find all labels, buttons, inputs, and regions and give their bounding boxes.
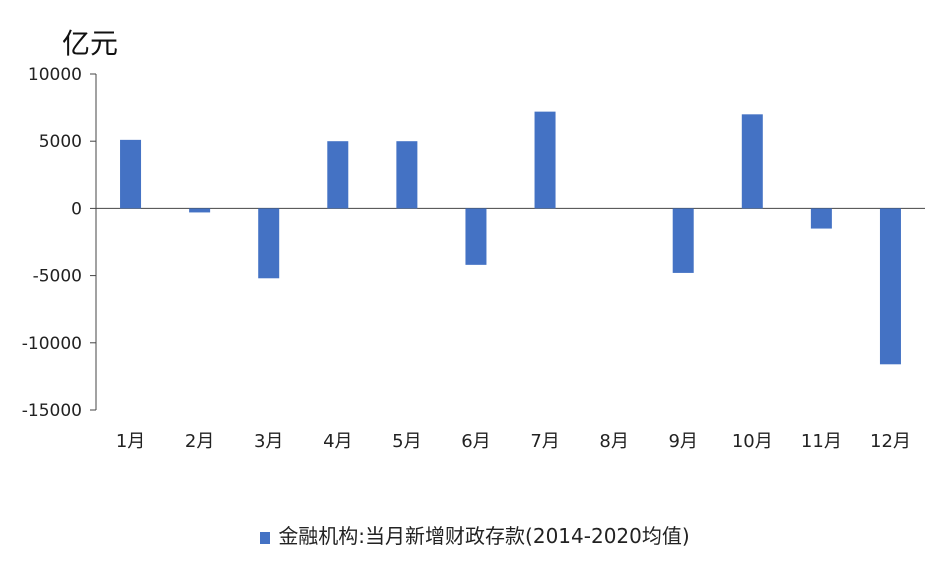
x-tick-label: 6月: [461, 431, 490, 452]
bar: [189, 208, 211, 213]
bar: [120, 139, 142, 209]
x-tick-label: 1月: [116, 431, 145, 452]
bar: [741, 114, 763, 209]
x-tick-label: 3月: [254, 431, 283, 452]
x-tick-label: 7月: [530, 431, 559, 452]
x-tick-label: 5月: [392, 431, 421, 452]
bar: [879, 208, 901, 365]
legend: 金融机构:当月新增财政存款(2014-2020均值): [0, 520, 950, 549]
legend-label: 金融机构:当月新增财政存款(2014-2020均值): [278, 524, 690, 548]
bar: [258, 208, 280, 279]
y-tick-label: -15000: [22, 401, 82, 421]
y-tick-label: 0: [71, 199, 82, 219]
y-tick-label: 10000: [28, 65, 82, 85]
x-tick-label: 4月: [323, 431, 352, 452]
bar: [810, 208, 832, 229]
legend-swatch: [260, 532, 271, 544]
x-tick-label: 10月: [732, 431, 773, 452]
y-tick-label: 5000: [39, 132, 82, 152]
y-tick-label: -5000: [33, 267, 82, 287]
x-tick-label: 12月: [870, 431, 911, 452]
x-tick-label: 8月: [599, 431, 628, 452]
bar: [327, 141, 349, 209]
bar: [396, 141, 418, 209]
x-tick-label: 9月: [668, 431, 697, 452]
x-tick-label: 11月: [801, 431, 842, 452]
y-tick-label: -10000: [22, 334, 82, 354]
x-tick-label: 2月: [185, 431, 214, 452]
bar: [534, 111, 556, 209]
y-unit-label: 亿元: [62, 27, 119, 60]
bar: [465, 208, 487, 265]
bar: [672, 208, 694, 273]
